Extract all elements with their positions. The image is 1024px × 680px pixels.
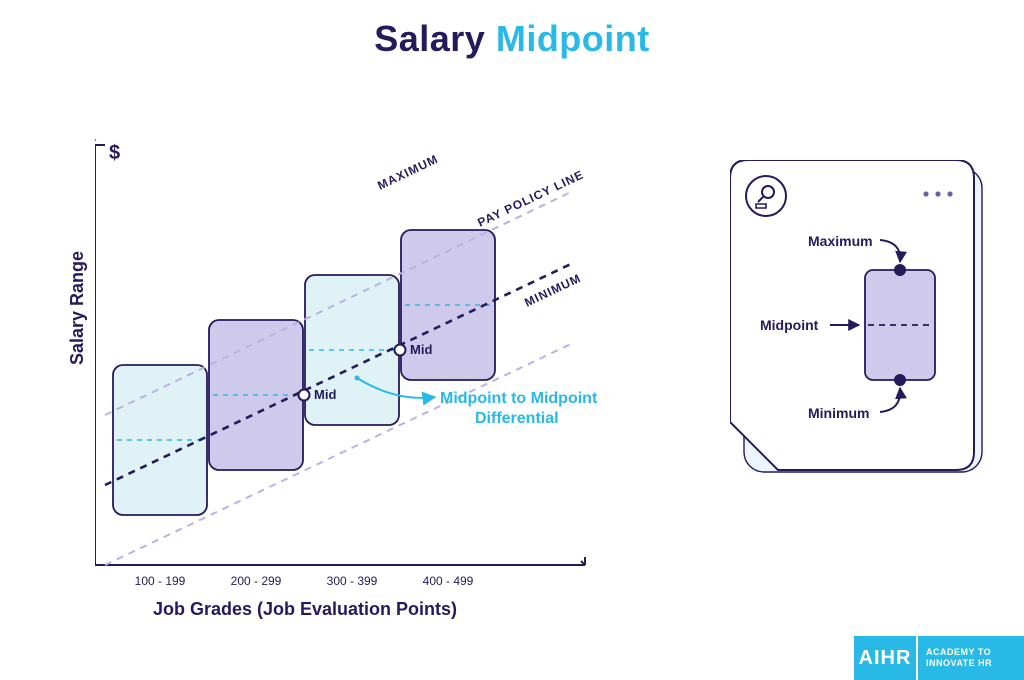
midpoint-label: Mid xyxy=(410,342,432,357)
card-label-min: Minimum xyxy=(808,405,869,421)
ellipsis-dot xyxy=(923,191,928,196)
brand-tag-line-1: ACADEMY TO xyxy=(926,647,1024,658)
brand-logo-mark: AIHR xyxy=(854,636,916,680)
title-word-2: Midpoint xyxy=(496,18,650,59)
brand-logo-tagline: ACADEMY TO INNOVATE HR xyxy=(916,636,1024,680)
ellipsis-dot xyxy=(947,191,952,196)
differential-label-1: Midpoint to Midpoint xyxy=(440,390,598,407)
card-label-mid: Midpoint xyxy=(760,317,819,333)
policy-line-label: PAY POLICY LINE xyxy=(475,167,586,229)
x-tick-label: 100 - 199 xyxy=(135,574,186,588)
policy-line-label: MINIMUM xyxy=(522,271,583,310)
salary-card: Maximum Midpoint Minimum xyxy=(730,160,992,488)
card-icon-bg xyxy=(746,176,786,216)
midpoint-dot xyxy=(299,390,310,401)
x-tick-label: 400 - 499 xyxy=(423,574,474,588)
y-axis-label: Salary Range xyxy=(67,251,88,365)
salary-chart: $ MAXIMUM PAY POLICY LINE MINIMUM Mid Mid Midp… xyxy=(95,135,615,635)
page-title: Salary Midpoint xyxy=(0,18,1024,60)
ellipsis-dot xyxy=(935,191,940,196)
card-dot-max xyxy=(894,264,906,276)
brand-tag-line-2: INNOVATE HR xyxy=(926,658,1024,669)
brand-logo: AIHR ACADEMY TO INNOVATE HR xyxy=(854,636,1024,680)
x-tick-label: 200 - 299 xyxy=(231,574,282,588)
card-dot-min xyxy=(894,374,906,386)
differential-label-2: Differential xyxy=(475,410,559,427)
y-axis-symbol: $ xyxy=(109,142,120,164)
midpoint-dot xyxy=(395,345,406,356)
card-label-max: Maximum xyxy=(808,233,873,249)
title-word-1: Salary xyxy=(374,18,485,59)
midpoint-label: Mid xyxy=(314,387,336,402)
policy-line-label: MAXIMUM xyxy=(375,152,440,193)
x-axis-label: Job Grades (Job Evaluation Points) xyxy=(153,599,457,619)
x-tick-label: 300 - 399 xyxy=(327,574,378,588)
